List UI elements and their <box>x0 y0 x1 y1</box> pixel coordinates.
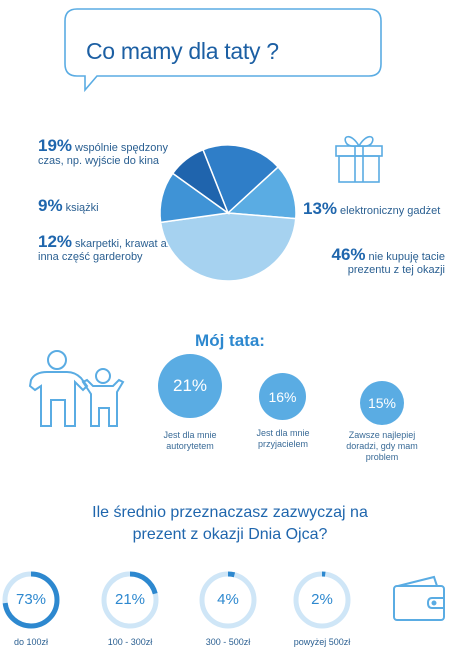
pie-label-gadget: 13% elektroniczny gadżet <box>303 199 443 218</box>
budget-question: Ile średnio przeznaczasz zazwyczaj na pr… <box>92 504 368 543</box>
budget-value: 2% <box>311 591 333 608</box>
pie-label-clothes: 12% skarpetki, krawat albo inna część gar… <box>38 232 188 264</box>
budget-value: 4% <box>217 591 239 608</box>
pie-text: wspólnie spędzony czas, np. wyjście do k… <box>38 142 168 167</box>
gift-icon <box>335 135 383 183</box>
pie-pct: 9% <box>38 196 63 215</box>
pie-slice-4 <box>159 212 297 282</box>
pie-label-books: 9% książki <box>38 196 188 215</box>
page-title: Co mamy dla taty ? <box>86 38 279 64</box>
budget-label: do 100zł <box>13 637 49 647</box>
budget-value: 21% <box>114 591 146 608</box>
budget-ring-3 <box>293 571 351 629</box>
pie-text: elektroniczny gadżet <box>340 205 441 217</box>
pie-label-none: 46% nie kupuję tacie prezentu z tej okazj… <box>295 245 445 277</box>
pie-slice-3 <box>226 165 297 220</box>
budget-ring-0 <box>2 571 60 629</box>
pie-text: skarpetki, krawat albo inna część garder… <box>38 238 182 263</box>
dad-caption-friend: Jest dla mnie przyjacielem <box>256 428 310 449</box>
dad-caption-advice: Zawsze najlepiej doradzi, gdy mam proble… <box>346 430 418 462</box>
ring-arc <box>2 571 60 629</box>
wallet-icon <box>393 575 445 621</box>
ring-arc <box>199 571 257 629</box>
pie-text: nie kupuję tacie prezentu z tej okazji <box>347 251 445 276</box>
title-bubble <box>64 8 382 92</box>
ring-arc <box>101 571 159 629</box>
gift-pie-chart <box>159 144 297 282</box>
budget-value: 73% <box>15 591 47 608</box>
dad-bubble-authority: 21% <box>158 354 222 418</box>
pie-pct: 13% <box>303 199 338 218</box>
pie-text: książki <box>65 202 99 214</box>
budget-label: 300 - 500zł <box>205 637 251 647</box>
budget-label: 100 - 300zł <box>107 637 153 647</box>
pie-pct: 12% <box>38 232 73 251</box>
budget-label: powyżej 500zł <box>293 637 351 647</box>
pie-pct: 46% <box>331 245 366 264</box>
budget-ring-1 <box>101 571 159 629</box>
dad-bubble-advice: 15% <box>360 381 404 425</box>
pie-pct: 19% <box>38 136 73 155</box>
ring-arc <box>293 571 351 629</box>
dad-section-title: Mój tata: <box>195 331 265 350</box>
dad-bubble-friend: 16% <box>259 373 306 420</box>
budget-ring-2 <box>199 571 257 629</box>
dad-caption-authority: Jest dla mnie autorytetem <box>163 430 217 451</box>
pie-label-time: 19% wspólnie spędzony czas, np. wyjście d… <box>38 136 188 168</box>
pie-slice-1 <box>171 148 230 216</box>
family-icon <box>28 350 125 427</box>
